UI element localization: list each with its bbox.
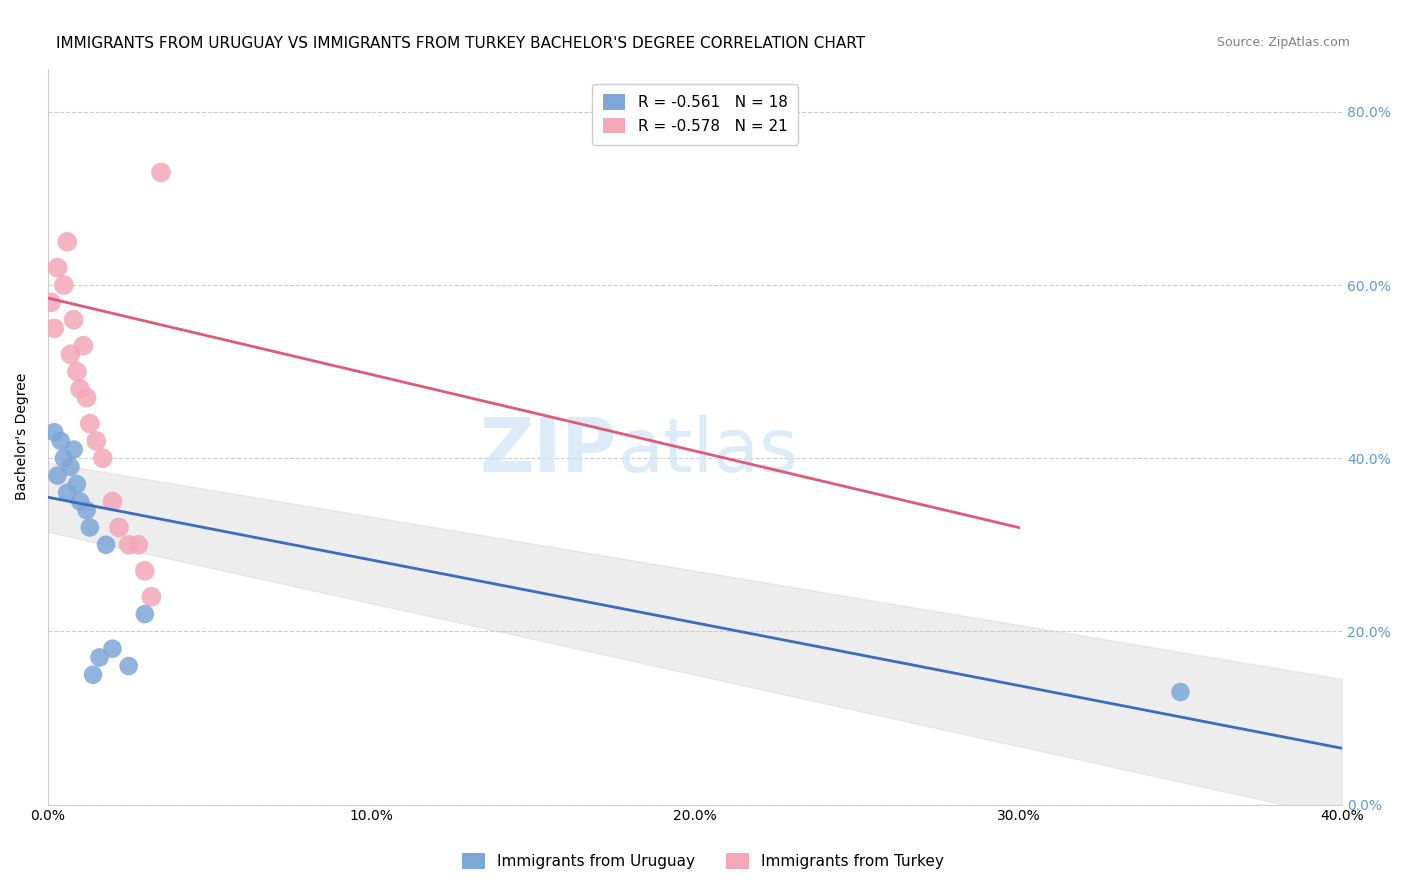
Point (89, 650, 111, 665)
Point (101, 641, 124, 656)
Point (69, 382, 91, 396)
Point (59, 347, 82, 361)
Point (82, 667, 104, 681)
Point (49, 434, 72, 448)
Y-axis label: Bachelor's Degree: Bachelor's Degree (15, 373, 30, 500)
Point (44, 321, 66, 335)
Point (62, 442, 84, 457)
Point (52, 278, 75, 293)
Point (134, 564, 156, 578)
Text: IMMIGRANTS FROM URUGUAY VS IMMIGRANTS FROM TURKEY BACHELOR'S DEGREE CORRELATION : IMMIGRANTS FROM URUGUAY VS IMMIGRANTS FR… (56, 36, 865, 51)
Point (76, 503, 98, 517)
Point (72, 338, 94, 352)
Legend: R = -0.561   N = 18, R = -0.578   N = 21: R = -0.561 N = 18, R = -0.578 N = 21 (592, 84, 799, 145)
Point (150, 165, 173, 179)
Point (39, 295, 62, 310)
Point (108, 520, 131, 534)
Point (44, 425, 66, 440)
Text: atlas: atlas (617, 415, 799, 488)
Point (59, 459, 82, 474)
Point (1170, 685, 1192, 699)
Point (141, 590, 163, 604)
Point (127, 538, 149, 552)
Point (118, 538, 141, 552)
Point (69, 494, 91, 508)
Point (91, 451, 114, 466)
Point (134, 607, 156, 621)
Point (101, 494, 124, 508)
Point (46, 468, 69, 483)
Point (56, 235, 79, 249)
Text: ZIP: ZIP (479, 415, 617, 488)
Point (79, 417, 101, 431)
Legend: Immigrants from Uruguay, Immigrants from Turkey: Immigrants from Uruguay, Immigrants from… (456, 847, 950, 875)
Text: Source: ZipAtlas.com: Source: ZipAtlas.com (1216, 36, 1350, 49)
Point (79, 520, 101, 534)
Point (76, 391, 98, 405)
Point (46, 260, 69, 275)
Point (52, 451, 75, 466)
Point (118, 659, 141, 673)
Point (94, 538, 117, 552)
Point (84, 434, 107, 448)
Point (66, 365, 89, 379)
Point (66, 477, 89, 491)
Point (56, 486, 79, 500)
Point (62, 312, 84, 326)
